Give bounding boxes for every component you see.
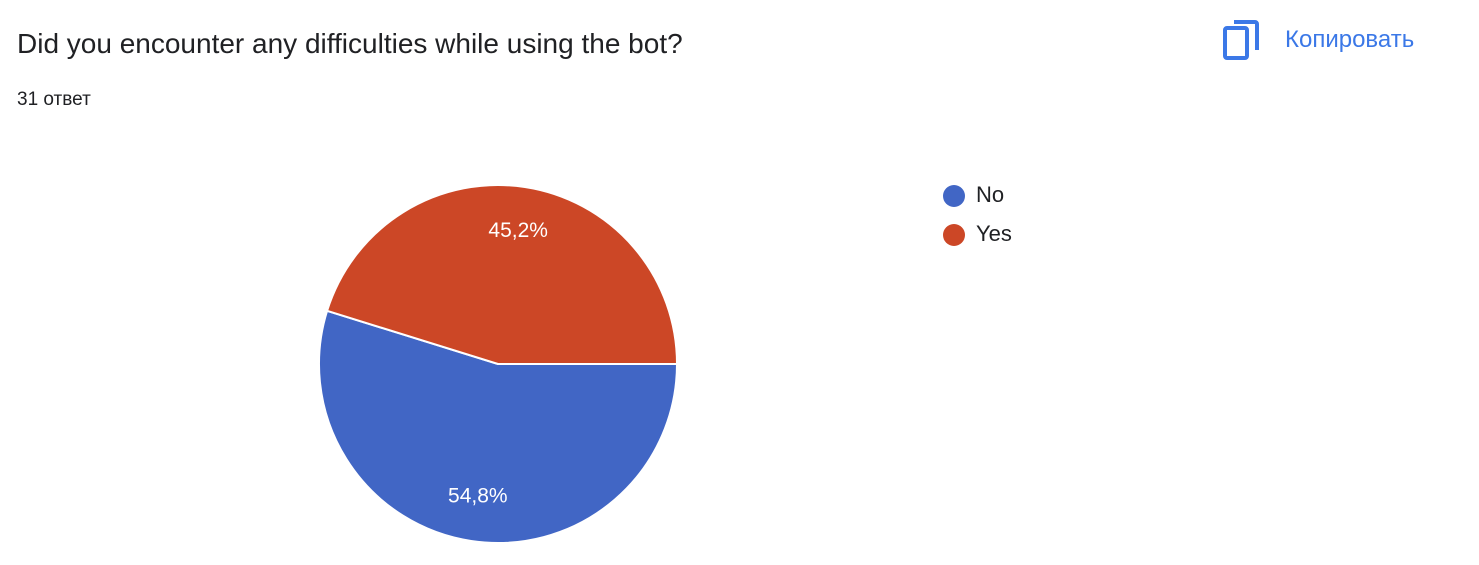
legend-swatch-no (943, 185, 965, 207)
slice-label-no: 54,8% (448, 484, 508, 507)
response-count: 31 ответ (17, 89, 91, 110)
copy-button[interactable]: Копировать (1222, 18, 1414, 62)
legend-label-yes: Yes (976, 221, 1012, 246)
copy-icon (1223, 20, 1259, 60)
pie-slice-no[interactable] (318, 309, 679, 544)
pie-legend: No Yes (943, 182, 1012, 246)
legend-swatch-yes (943, 224, 965, 246)
pie-slice-labels: 54,8% 45,2% (448, 219, 548, 507)
slice-label-yes: 45,2% (488, 219, 548, 242)
legend-item-no[interactable]: No (943, 182, 1004, 207)
question-title: Did you encounter any difficulties while… (17, 28, 683, 59)
legend-item-yes[interactable]: Yes (943, 221, 1012, 246)
copy-label: Копировать (1285, 26, 1415, 53)
pie-slices (318, 184, 679, 544)
pie-slice-yes[interactable] (325, 184, 679, 365)
legend-label-no: No (976, 182, 1004, 207)
